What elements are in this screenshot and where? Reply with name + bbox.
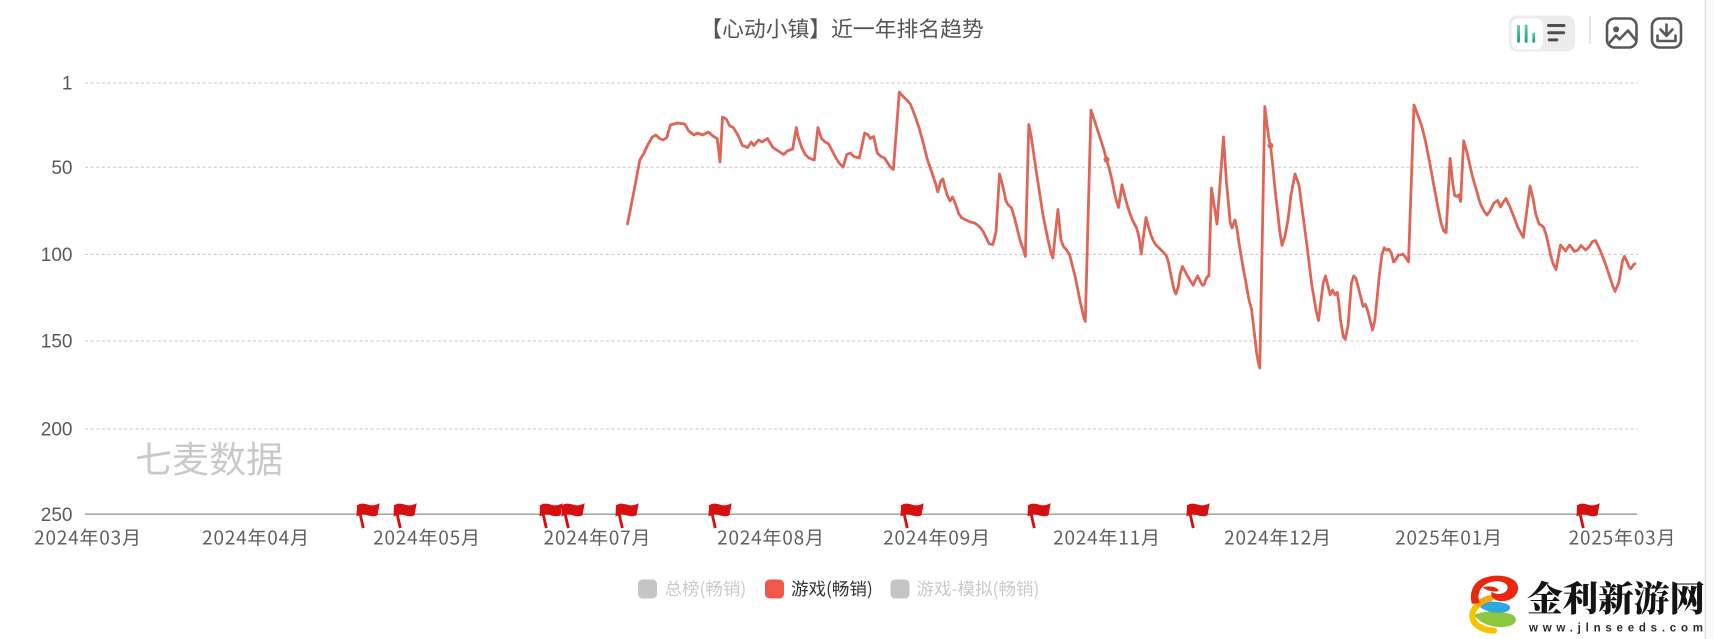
svg-text:200: 200 [41,420,73,441]
svg-text:150: 150 [41,332,73,353]
svg-text:100: 100 [41,245,73,266]
svg-text:250: 250 [41,505,73,526]
svg-text:50: 50 [51,158,72,179]
svg-text:1: 1 [62,74,73,95]
